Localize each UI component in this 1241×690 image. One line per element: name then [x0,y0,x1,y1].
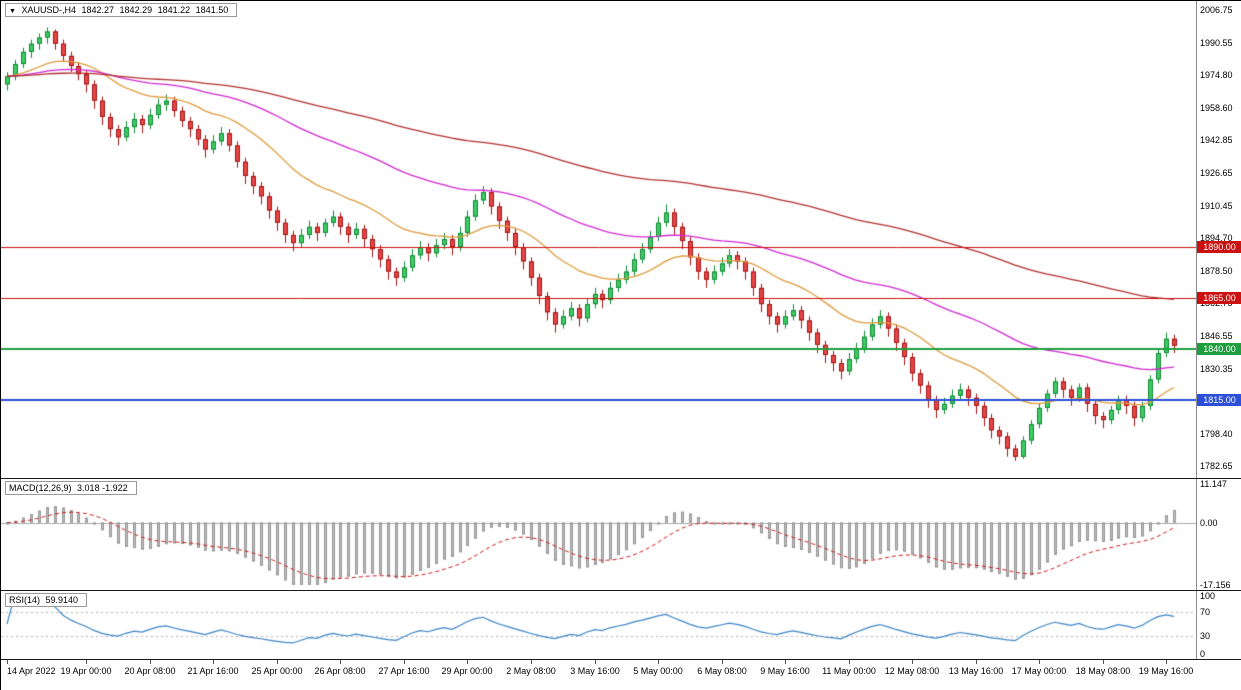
time-tick-label: 12 May 08:00 [884,666,940,676]
time-tick-label: 9 May 16:00 [760,666,810,676]
rsi-label: RSI(14) [9,595,41,605]
price-tick-label: 1942.85 [1200,134,1233,145]
price-tick-label: 1846.55 [1200,330,1233,341]
rsi-tick-label: 30 [1200,631,1211,641]
price-level-badge-1840: 1840.00 [1197,342,1241,355]
rsi-tick-label: 0 [1200,649,1206,659]
time-tick-label: 18 May 08:00 [1075,666,1131,676]
time-axis[interactable]: 14 Apr 2022 19 Apr 00:00 20 Apr 08:00 21 Ap… [1,660,1241,690]
price-tick-label: 1974.80 [1200,69,1233,80]
rsi-info-box: RSI(14) 59.9140 [5,593,88,607]
time-tick-label: 19 Apr 00:00 [60,666,112,676]
time-tick-label: 11 May 00:00 [822,666,876,676]
time-tick-label: 13 May 16:00 [948,666,1004,676]
price-chart-panel: ▼ XAUUSD-,H4 1842.27 1842.29 1841.22 184… [1,1,1241,478]
ohlc-close: 1841.50 [195,5,229,15]
price-tick-label: 1990.55 [1200,37,1233,48]
price-tick-label: 1894.70 [1200,232,1233,243]
time-tick-label: 25 Apr 00:00 [251,666,303,676]
price-level-badge-1890: 1890.00 [1197,241,1241,254]
time-tick-mark [1166,660,1167,664]
price-tick-label: 1782.65 [1200,460,1233,471]
time-tick-mark [277,660,278,664]
time-tick-label: 6 May 08:00 [697,666,747,676]
panel-separator [1,659,1241,660]
axis-separator [1196,1,1197,660]
macd-tick-label: 0.00 [1200,517,1218,528]
time-tick-label: 27 Apr 16:00 [378,666,430,676]
macd-tick-label: 11.147 [1200,479,1227,489]
time-tick-mark [1103,660,1104,664]
price-level-badge-1815: 1815.00 [1197,393,1241,406]
rsi-tick-label: 100 [1200,591,1216,601]
time-tick-mark [722,660,723,664]
macd-panel: MACD(12,26,9) 3.018 -1.922 11.147 0.00 -17… [1,479,1241,590]
macd-canvas[interactable] [1,479,1196,590]
ohlc-open: 1842.27 [81,5,115,15]
macd-axis[interactable]: 11.147 0.00 -17.156 [1197,479,1241,590]
time-tick-label: 21 Apr 16:00 [187,666,239,676]
panel-separator [1,478,1241,479]
time-tick-mark [340,660,341,664]
price-level-badge-1865: 1865.00 [1197,292,1241,305]
rsi-tick-label: 70 [1200,607,1211,617]
rsi-axis[interactable]: 100 70 30 0 [1197,591,1241,659]
time-tick-mark [595,660,596,664]
ohlc-low: 1841.22 [157,5,191,15]
time-tick-label: 3 May 16:00 [570,666,620,676]
time-tick-label: 14 Apr 2022 [7,666,56,676]
symbol-name: XAUUSD-,H4 [21,5,76,15]
time-tick-mark [404,660,405,664]
panel-separator [1,590,1241,591]
time-tick-mark [785,660,786,664]
time-tick-mark [1039,660,1040,664]
macd-info-box: MACD(12,26,9) 3.018 -1.922 [5,481,137,495]
price-chart-canvas[interactable] [1,1,1196,478]
time-tick-mark [213,660,214,664]
price-tick-label: 1958.60 [1200,102,1233,113]
macd-values: 3.018 -1.922 [77,483,128,493]
time-tick-label: 20 Apr 08:00 [124,666,176,676]
rsi-panel: RSI(14) 59.9140 100 70 30 0 [1,591,1241,659]
macd-tick-label: -17.156 [1200,580,1231,590]
price-tick-label: 1878.50 [1200,265,1233,276]
time-tick-label: 29 Apr 00:00 [441,666,493,676]
symbol-info-box: ▼ XAUUSD-,H4 1842.27 1842.29 1841.22 184… [5,3,238,17]
price-tick-label: 1830.35 [1200,363,1233,374]
time-tick-mark [86,660,87,664]
price-tick-label: 1910.45 [1200,200,1233,211]
time-tick-mark [531,660,532,664]
symbol-dropdown-icon[interactable]: ▼ [9,8,16,15]
time-tick-mark [658,660,659,664]
price-tick-label: 2006.75 [1200,4,1233,15]
price-tick-label: 1926.65 [1200,167,1233,178]
rsi-value: 59.9140 [45,595,79,605]
rsi-canvas[interactable] [1,591,1196,659]
time-tick-mark [849,660,850,664]
macd-label: MACD(12,26,9) [9,483,72,493]
time-tick-label: 5 May 00:00 [633,666,683,676]
time-tick-mark [467,660,468,664]
ohlc-high: 1842.29 [119,5,153,15]
time-tick-mark [976,660,977,664]
time-tick-label: 19 May 16:00 [1138,666,1194,676]
time-tick-label: 2 May 08:00 [506,666,556,676]
time-tick-label: 26 Apr 08:00 [314,666,366,676]
price-axis[interactable]: 2006.75 1990.55 1974.80 1958.60 1942.85 1926.… [1197,1,1241,478]
time-tick-mark [7,660,8,664]
price-tick-label: 1798.40 [1200,428,1233,439]
time-tick-mark [150,660,151,664]
time-tick-label: 17 May 00:00 [1011,666,1067,676]
time-tick-mark [912,660,913,664]
